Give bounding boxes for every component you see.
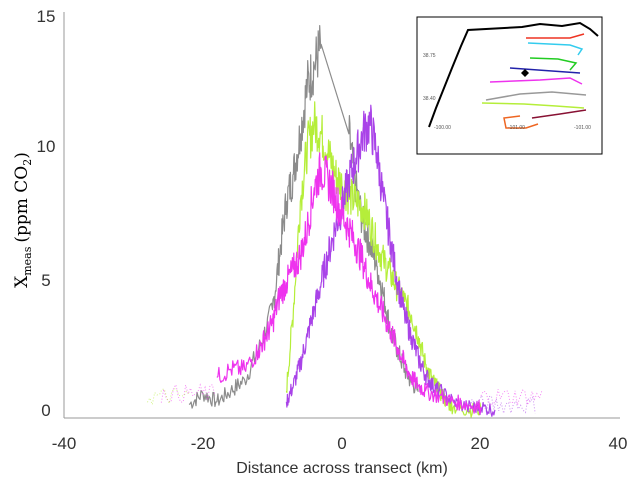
inset-x-tick-2: -101.00: [508, 125, 525, 131]
inset-track-green: [529, 57, 578, 71]
y-tick-label-5: 5: [41, 271, 50, 290]
series-line-3: [216, 152, 482, 415]
x-tick-label-20: 20: [471, 434, 490, 453]
y-tick-label-0: 0: [41, 401, 50, 420]
inset-track-lime: [481, 102, 585, 109]
y-axis-unit-prefix: (ppm CO: [12, 166, 32, 243]
inset-track-gray: [485, 91, 587, 101]
inset-track-black: [428, 21, 599, 128]
y-axis-title: Xmeas (ppm CO2): [12, 152, 34, 288]
inset-track-magenta: [489, 77, 583, 85]
y-axis-unit-subscript: 2: [21, 159, 34, 166]
inset-map: 38.75 38.40 -100.00 -101.00 -101.00: [416, 16, 603, 155]
series-line-0: [188, 25, 419, 409]
dotted-tails-layer: [146, 383, 543, 414]
inset-frame: [416, 16, 603, 155]
inset-track-red: [526, 33, 585, 39]
y-axis-unit-suffix: ): [12, 152, 32, 159]
y-tick-label-15: 15: [37, 7, 56, 26]
inset-x-tick-3: -101.00: [574, 125, 591, 131]
x-tick-label-neg40: -40: [52, 434, 77, 453]
x-axis-title: Distance across transect (km): [236, 460, 448, 477]
x-tick-label-40: 40: [609, 434, 628, 453]
series-layer: [188, 25, 496, 418]
inset-x-tick-1: -100.00: [434, 125, 451, 131]
x-tick-label-0: 0: [337, 434, 346, 453]
inset-track-orange: [503, 115, 539, 129]
dotted-tail-3: [466, 394, 536, 414]
inset-track-navy: [509, 67, 581, 74]
inset-y-tick-2: 38.40: [423, 96, 436, 102]
y-tick-label-10: 10: [37, 137, 56, 156]
x-tick-label-neg20: -20: [191, 434, 216, 453]
y-axis-subscript: meas: [21, 246, 34, 275]
inset-track-cyan: [527, 42, 584, 56]
y-axis-symbol: X: [12, 275, 32, 288]
inset-y-tick-1: 38.75: [423, 53, 436, 59]
series-line-2: [285, 104, 496, 417]
inset-location-marker: [521, 69, 529, 77]
inset-track-maroon: [531, 109, 587, 119]
dotted-tail-1: [146, 388, 190, 407]
